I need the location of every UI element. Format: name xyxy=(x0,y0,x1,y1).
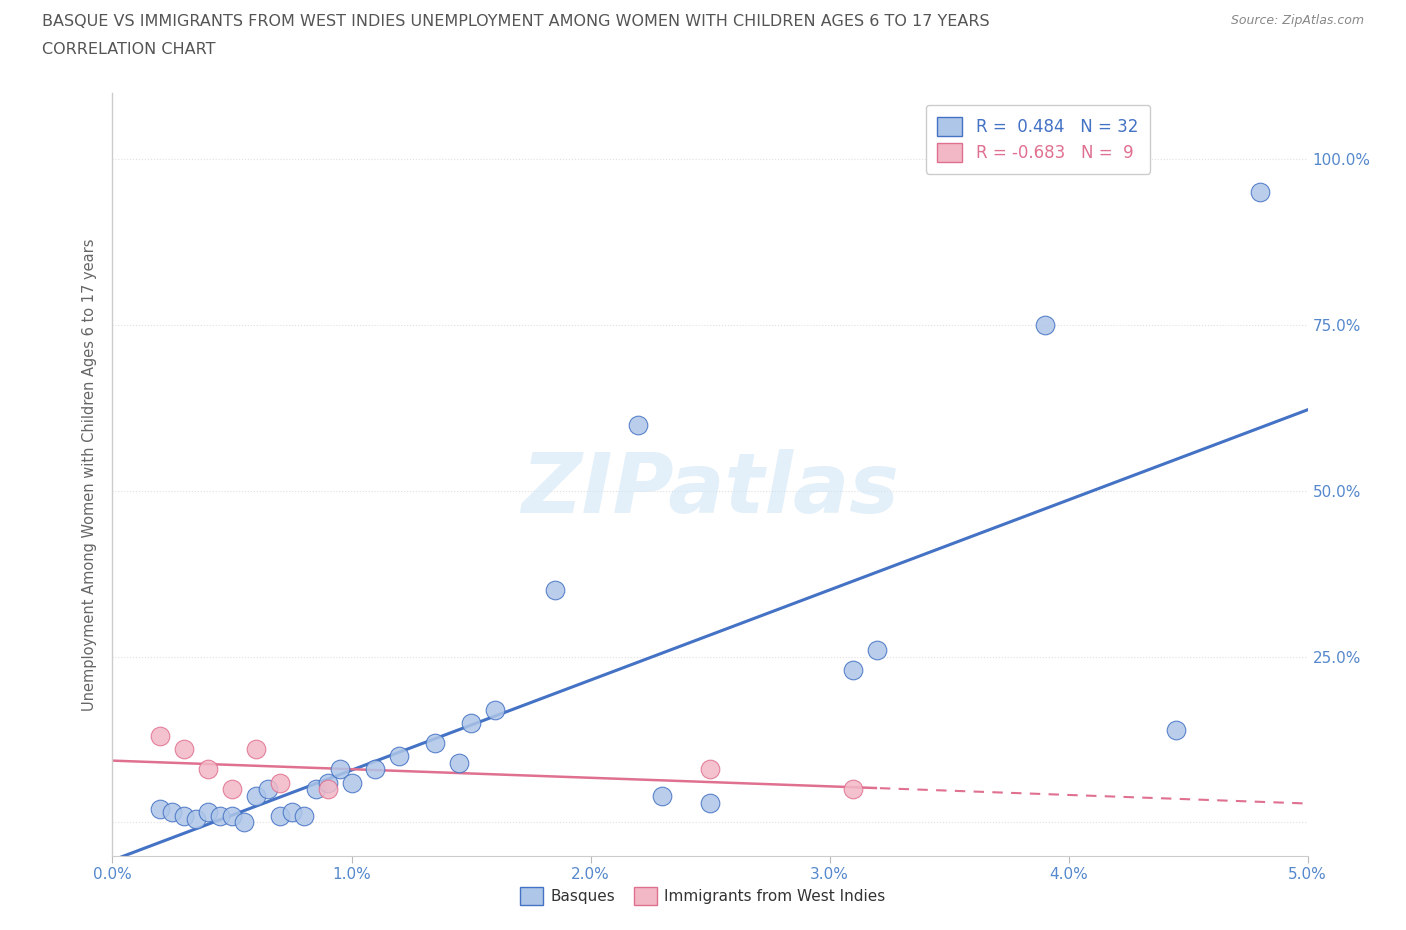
Point xyxy=(292,808,315,823)
Point xyxy=(269,776,291,790)
Point xyxy=(842,662,865,677)
Legend: Basques, Immigrants from West Indies: Basques, Immigrants from West Indies xyxy=(515,882,891,911)
Point xyxy=(543,583,565,598)
Legend: R =  0.484   N = 32, R = -0.683   N =  9: R = 0.484 N = 32, R = -0.683 N = 9 xyxy=(925,105,1150,174)
Point xyxy=(149,802,172,817)
Point xyxy=(221,782,243,797)
Point xyxy=(197,805,219,820)
Point xyxy=(281,805,304,820)
Point xyxy=(364,762,387,777)
Point xyxy=(305,782,328,797)
Point xyxy=(162,805,183,820)
Point xyxy=(173,808,195,823)
Point xyxy=(197,762,219,777)
Y-axis label: Unemployment Among Women with Children Ages 6 to 17 years: Unemployment Among Women with Children A… xyxy=(82,238,97,711)
Point xyxy=(316,776,339,790)
Point xyxy=(1249,185,1271,200)
Point xyxy=(221,808,243,823)
Point xyxy=(173,742,195,757)
Point xyxy=(866,643,889,658)
Point xyxy=(316,782,339,797)
Point xyxy=(269,808,291,823)
Point xyxy=(449,755,471,770)
Point xyxy=(484,702,506,717)
Point xyxy=(627,418,650,432)
Point xyxy=(651,789,673,804)
Text: CORRELATION CHART: CORRELATION CHART xyxy=(42,42,215,57)
Point xyxy=(425,736,447,751)
Point xyxy=(329,762,352,777)
Point xyxy=(699,762,721,777)
Text: Source: ZipAtlas.com: Source: ZipAtlas.com xyxy=(1230,14,1364,27)
Point xyxy=(257,782,280,797)
Point xyxy=(842,782,865,797)
Point xyxy=(1166,723,1188,737)
Point xyxy=(149,729,172,744)
Point xyxy=(1033,318,1056,333)
Point xyxy=(699,795,721,810)
Point xyxy=(245,789,267,804)
Point xyxy=(245,742,267,757)
Point xyxy=(340,776,363,790)
Point xyxy=(460,715,482,730)
Point xyxy=(186,812,208,827)
Point xyxy=(388,749,411,764)
Text: BASQUE VS IMMIGRANTS FROM WEST INDIES UNEMPLOYMENT AMONG WOMEN WITH CHILDREN AGE: BASQUE VS IMMIGRANTS FROM WEST INDIES UN… xyxy=(42,14,990,29)
Point xyxy=(209,808,232,823)
Point xyxy=(233,815,256,830)
Text: ZIPatlas: ZIPatlas xyxy=(522,449,898,530)
